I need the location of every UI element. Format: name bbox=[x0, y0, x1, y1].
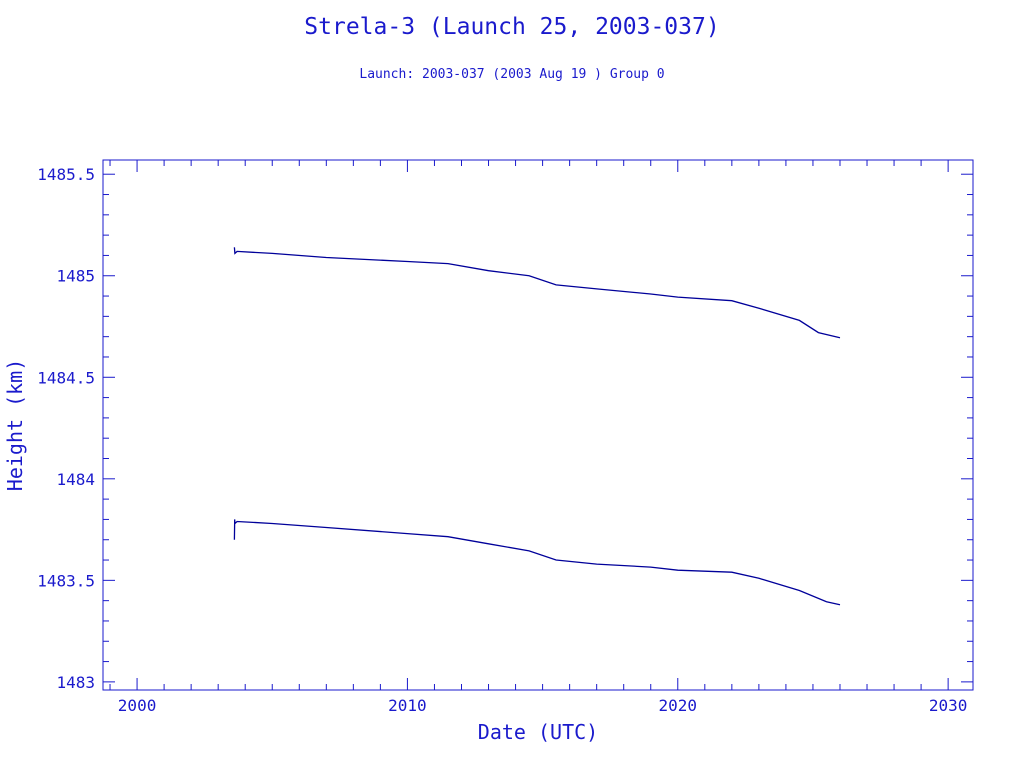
y-tick-label: 1484.5 bbox=[37, 368, 95, 387]
series-line-apogee bbox=[233, 247, 841, 339]
y-tick-label: 1483.5 bbox=[37, 571, 95, 590]
x-tick-label: 2010 bbox=[388, 696, 427, 715]
y-tick-label: 1485 bbox=[56, 267, 95, 286]
y-tick-label: 1483 bbox=[56, 673, 95, 692]
y-axis-label: Height (km) bbox=[3, 359, 27, 491]
chart-title: Strela-3 (Launch 25, 2003-037) bbox=[304, 14, 720, 40]
x-tick-label: 2000 bbox=[118, 696, 157, 715]
x-tick-label: 2030 bbox=[929, 696, 968, 715]
chart-subtitle: Launch: 2003-037 (2003 Aug 19 ) Group 0 bbox=[359, 67, 665, 82]
x-tick-label: 2020 bbox=[659, 696, 698, 715]
x-axis-label: Date (UTC) bbox=[478, 720, 598, 744]
series-line-perigee bbox=[233, 519, 841, 606]
y-tick-label: 1484 bbox=[56, 470, 95, 489]
plot-frame bbox=[102, 159, 974, 691]
y-tick-label: 1485.5 bbox=[37, 165, 95, 184]
